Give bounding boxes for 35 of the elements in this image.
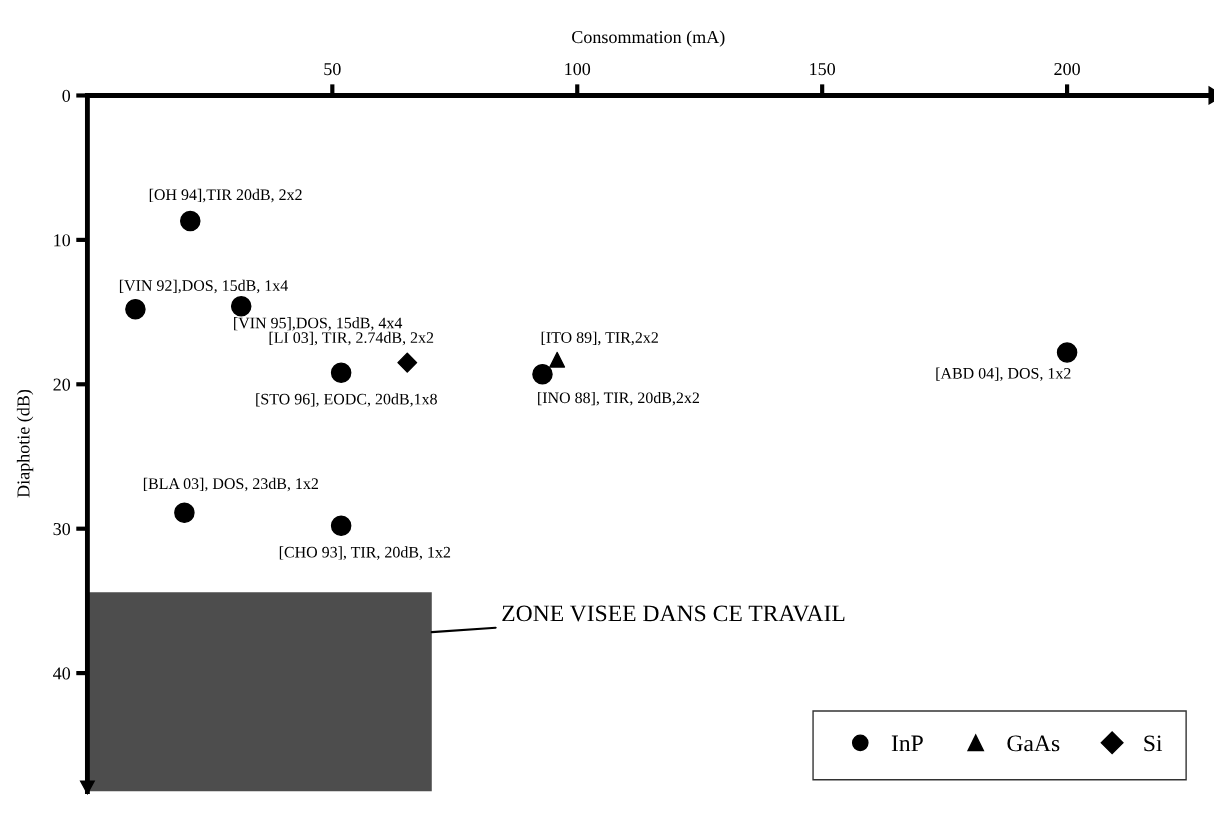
point xyxy=(549,351,566,368)
band-label: ZONE VISEE DANS CE TRAVAIL xyxy=(502,605,845,622)
data-label: [ABD 04], DOS, 1x2 xyxy=(936,367,1071,382)
point xyxy=(330,515,352,537)
point xyxy=(330,362,352,384)
x-axis-title: Consommation (mA) xyxy=(572,30,725,47)
data-label: [OH 94],TIR 20dB, 2x2 xyxy=(149,188,302,203)
y-axis-title: Diaphotie (dB) xyxy=(16,389,34,498)
y-tick-label: 40 xyxy=(53,667,71,680)
data-label: [INO 88], TIR, 20dB,2x2 xyxy=(538,391,700,406)
y-tick-label: 20 xyxy=(53,378,71,391)
x-tick-label: 150 xyxy=(810,62,836,76)
data-label: [ITO 89], TIR,2x2 xyxy=(541,331,658,346)
data-label: [STO 96], EODC, 20dB,1x8 xyxy=(256,393,437,407)
point xyxy=(180,210,201,232)
data-label: [VIN 92],DOS, 15dB, 1x4 xyxy=(119,279,288,294)
point xyxy=(174,502,195,524)
point xyxy=(1056,342,1078,363)
data-label: [BLA 03], DOS, 23dB, 1x2 xyxy=(143,477,318,492)
data-label: [VIN 95],DOS, 15dB, 4x4 xyxy=(234,317,403,331)
y-tick-label: 10 xyxy=(54,234,71,247)
y-tick-label: 0 xyxy=(62,89,71,102)
y-tick-label: 30 xyxy=(53,522,71,536)
point xyxy=(532,363,553,385)
data-label: [LI 03], TIR, 2.74dB, 2x2 xyxy=(269,331,434,346)
legend-label: Si xyxy=(1144,735,1163,752)
point xyxy=(230,296,252,317)
x-tick-label: 100 xyxy=(565,62,591,76)
legend-label: InP xyxy=(891,735,923,752)
point xyxy=(397,352,418,373)
x-tick-label: 50 xyxy=(324,62,341,76)
point xyxy=(125,298,146,320)
data-label: [CHO 93], TIR, 20dB, 1x2 xyxy=(279,546,451,560)
x-tick-label: 200 xyxy=(1054,62,1080,76)
legend-label: GaAs xyxy=(1007,735,1060,752)
